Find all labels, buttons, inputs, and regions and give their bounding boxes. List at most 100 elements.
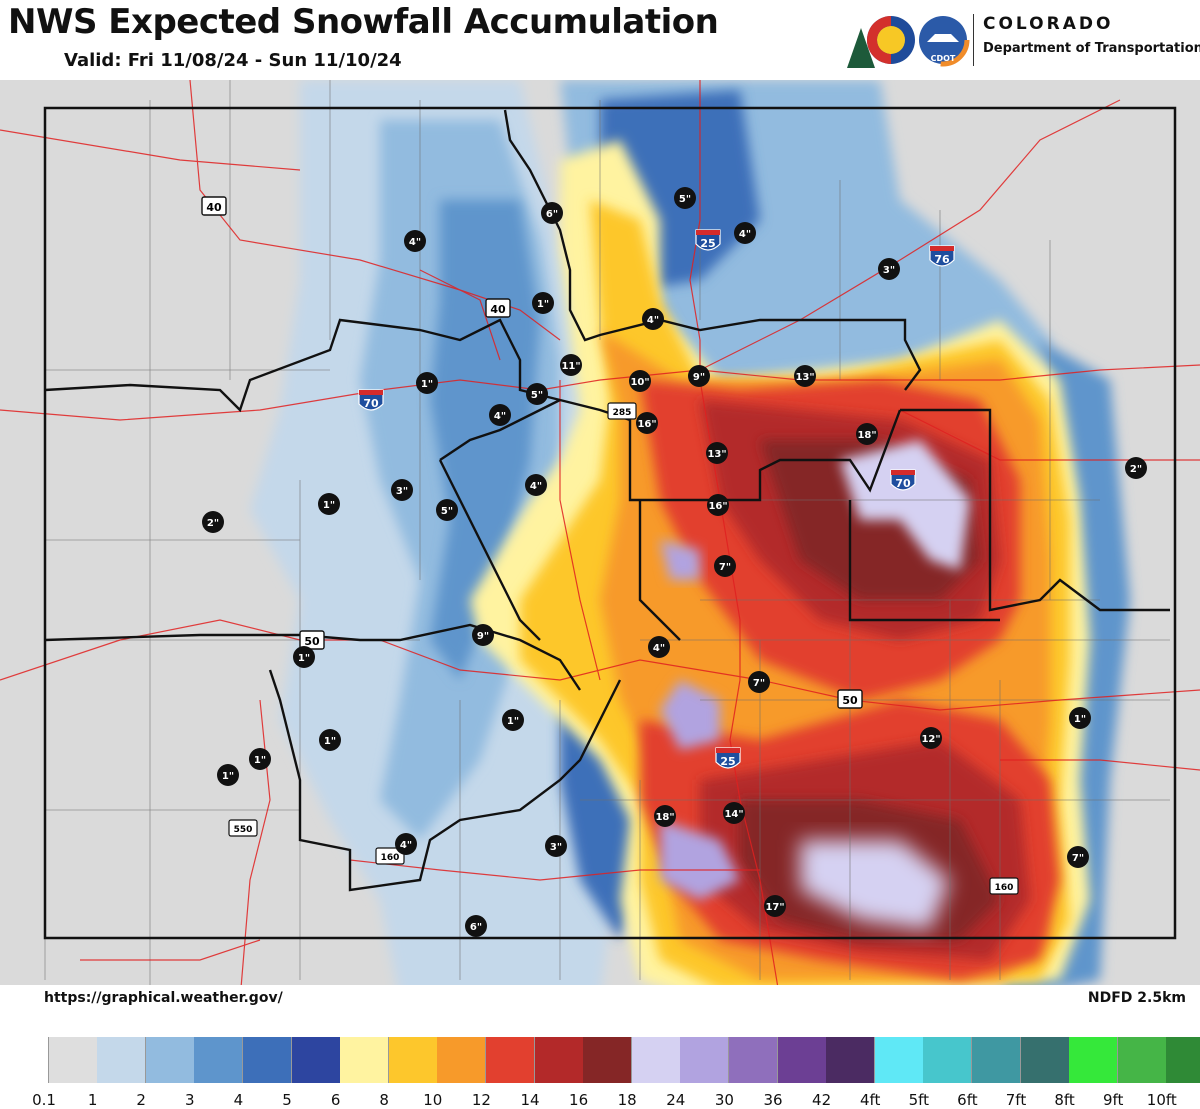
- legend-label: 6: [330, 1091, 341, 1109]
- interstate-70-shield: 70: [358, 389, 384, 411]
- svg-text:285: 285: [613, 408, 632, 418]
- svg-text:5": 5": [679, 194, 691, 205]
- svg-text:2": 2": [207, 518, 219, 529]
- svg-text:10": 10": [630, 377, 649, 388]
- svg-text:25: 25: [720, 755, 735, 768]
- svg-text:40: 40: [206, 201, 222, 214]
- snow-point: 4": [525, 474, 547, 496]
- legend-label: 1: [87, 1091, 98, 1109]
- state-border: [43, 106, 1177, 940]
- svg-text:76: 76: [934, 253, 950, 266]
- svg-text:18": 18": [655, 812, 674, 823]
- legend-swatch: [923, 1037, 973, 1083]
- snow-point: 13": [794, 365, 816, 387]
- snow-point: 4": [648, 636, 670, 658]
- snow-point: 14": [723, 802, 745, 824]
- snow-point: 3": [391, 479, 413, 501]
- us-285-shield: 285: [607, 402, 637, 420]
- snow-point: 7": [714, 555, 736, 577]
- us-160-shield: 160: [989, 877, 1019, 895]
- svg-text:40: 40: [490, 303, 506, 316]
- svg-text:13": 13": [707, 449, 726, 460]
- svg-text:3": 3": [550, 842, 562, 853]
- svg-text:14": 14": [724, 809, 743, 820]
- svg-text:550: 550: [234, 825, 253, 835]
- us-50-shield: 50: [837, 689, 863, 709]
- snow-point: 9": [688, 365, 710, 387]
- legend-label: 12: [471, 1091, 491, 1109]
- snow-point: 11": [560, 354, 582, 376]
- legend-label: 3: [185, 1091, 195, 1109]
- snow-point: 1": [1069, 707, 1091, 729]
- legend-label: 4: [233, 1091, 244, 1109]
- legend-label: 8: [379, 1091, 389, 1109]
- legend-swatch: [291, 1037, 341, 1083]
- snow-point: 6": [465, 915, 487, 937]
- legend-swatch: [972, 1037, 1021, 1083]
- snow-point: 1": [293, 646, 315, 668]
- valid-dates: Valid: Fri 11/08/24 - Sun 11/10/24: [64, 50, 402, 71]
- legend-label: 14: [520, 1091, 540, 1109]
- header: NWS Expected Snowfall Accumulation Valid…: [0, 0, 1200, 80]
- svg-text:4": 4": [400, 840, 412, 851]
- snow-point: 3": [878, 258, 900, 280]
- svg-text:1": 1": [537, 299, 549, 310]
- svg-text:2": 2": [1130, 464, 1142, 475]
- snow-point: 6": [541, 202, 563, 224]
- svg-text:5": 5": [441, 506, 453, 517]
- snow-point: 4": [404, 230, 426, 252]
- legend-swatch: [874, 1037, 924, 1083]
- snow-point: 1": [319, 729, 341, 751]
- legend-label: 36: [763, 1091, 783, 1109]
- legend-swatch: [97, 1037, 147, 1083]
- legend-label: 42: [812, 1091, 832, 1109]
- snow-point: 18": [654, 805, 676, 827]
- legend-swatch: [486, 1037, 535, 1083]
- svg-text:9": 9": [477, 631, 489, 642]
- svg-text:1": 1": [254, 755, 266, 766]
- snow-point: 5": [674, 187, 696, 209]
- svg-text:7": 7": [753, 678, 765, 689]
- us-40-shield: 40: [485, 298, 511, 318]
- interstate-76-shield: 76: [929, 245, 955, 267]
- snow-point: 1": [249, 748, 271, 770]
- interstate-25-shield: 25: [715, 747, 741, 769]
- svg-text:1": 1": [421, 379, 433, 390]
- region-boundaries: [44, 109, 1170, 892]
- snowfall-map: 40 40 25 76 70 285 70: [0, 80, 1200, 1000]
- snow-point: 1": [502, 709, 524, 731]
- snow-point: 9": [472, 624, 494, 646]
- legend-swatch: [729, 1037, 778, 1083]
- legend-label: 2: [136, 1091, 146, 1109]
- legend-swatch: [145, 1037, 195, 1083]
- svg-text:160: 160: [381, 853, 400, 863]
- snow-point: 17": [764, 895, 786, 917]
- legend-swatch: [437, 1037, 487, 1083]
- snow-point: 16": [636, 412, 658, 434]
- legend-swatch: [48, 1037, 98, 1083]
- svg-text:17": 17": [765, 902, 784, 913]
- svg-text:70: 70: [363, 397, 379, 410]
- svg-text:1": 1": [323, 500, 335, 511]
- legend-swatch: [388, 1037, 438, 1083]
- snow-point: 7": [1067, 846, 1089, 868]
- svg-text:70: 70: [895, 477, 911, 490]
- svg-text:6": 6": [546, 209, 558, 220]
- legend-swatch: [680, 1037, 730, 1083]
- legend-swatch: [826, 1037, 876, 1083]
- svg-text:16": 16": [637, 419, 656, 430]
- legend-label: 16: [569, 1091, 589, 1109]
- legend-swatch: [1117, 1037, 1167, 1083]
- legend-swatch: [631, 1037, 681, 1083]
- snow-point: 4": [642, 308, 664, 330]
- snow-point: 2": [1125, 457, 1147, 479]
- snow-point: 18": [856, 423, 878, 445]
- svg-text:6": 6": [470, 922, 482, 933]
- snow-point: 4": [489, 404, 511, 426]
- interstate-70-shield: 70: [890, 469, 916, 491]
- us-50-shield: 50: [299, 630, 325, 650]
- svg-text:4": 4": [494, 411, 506, 422]
- svg-text:50: 50: [842, 694, 858, 707]
- legend-swatch: [194, 1037, 244, 1083]
- legend-swatch: [583, 1037, 633, 1083]
